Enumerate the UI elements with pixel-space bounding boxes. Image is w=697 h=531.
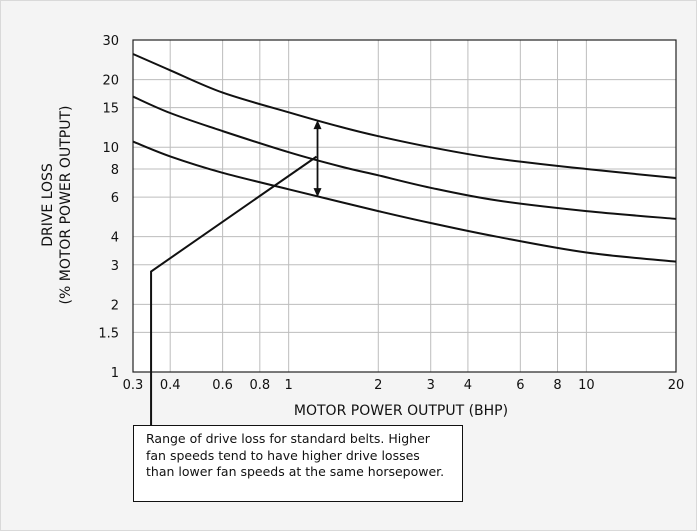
middle-curve — [132, 95, 677, 220]
range-annotation — [150, 120, 322, 425]
x-tick-label: 4 — [464, 378, 472, 393]
x-tick-label: 20 — [668, 378, 685, 393]
x-tick-label: 8 — [553, 378, 561, 393]
plot-area — [133, 40, 676, 372]
y-tick-label: 4 — [111, 231, 119, 246]
y-tick-label: 2 — [111, 298, 119, 313]
leader-line — [150, 155, 318, 425]
x-tick-label: 1 — [285, 378, 293, 393]
y-tick-label: 10 — [102, 141, 119, 156]
x-tick-labels: 0.3 0.4 0.6 0.8 1 2 3 4 6 8 10 20 — [123, 378, 685, 393]
y-tick-label: 1 — [111, 366, 119, 381]
y-tick-label: 6 — [111, 191, 119, 206]
x-tick-label: 0.4 — [160, 378, 181, 393]
curves — [132, 53, 677, 263]
y-tick-label: 20 — [102, 74, 119, 89]
y-axis-label-line-2: (% MOTOR POWER OUTPUT) — [58, 106, 74, 305]
y-axis-label-line-1: DRIVE LOSS — [40, 163, 56, 247]
x-tick-label: 0.6 — [212, 378, 233, 393]
x-tick-label: 0.8 — [249, 378, 270, 393]
x-tick-label: 3 — [427, 378, 435, 393]
upper-curve — [132, 53, 677, 179]
x-axis-label: MOTOR POWER OUTPUT (BHP) — [294, 403, 508, 419]
y-tick-label: 3 — [111, 259, 119, 274]
x-tick-label: 2 — [374, 378, 382, 393]
x-tick-label: 6 — [516, 378, 524, 393]
grid-lines — [132, 39, 677, 373]
plot-border — [132, 39, 677, 373]
range-arrow-head-up — [313, 120, 322, 130]
x-tick-label: 10 — [578, 378, 595, 393]
y-tick-label: 8 — [111, 163, 119, 178]
y-tick-label: 1.5 — [98, 326, 119, 341]
annotation-text: Range of drive loss for standard belts. … — [146, 431, 445, 479]
y-tick-label: 30 — [102, 34, 119, 49]
x-tick-label: 0.3 — [123, 378, 144, 393]
range-arrow-head-down — [313, 188, 322, 198]
y-tick-labels: 1 1.5 2 3 4 6 8 10 15 20 30 — [98, 34, 119, 381]
y-tick-label: 15 — [102, 102, 119, 117]
annotation-box: Range of drive loss for standard belts. … — [133, 425, 463, 502]
lower-curve — [132, 140, 677, 263]
